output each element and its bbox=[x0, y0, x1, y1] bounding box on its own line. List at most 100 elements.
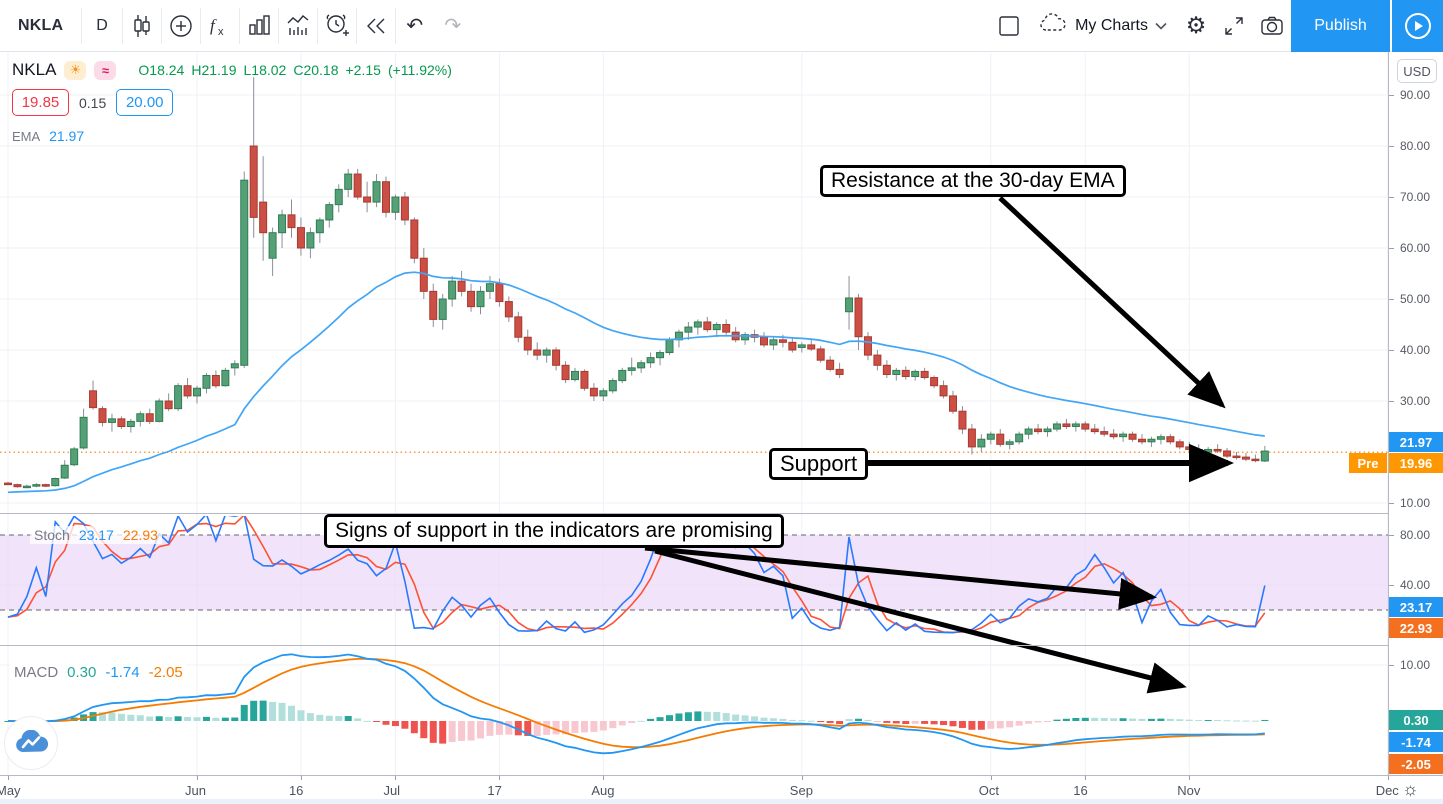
buy-ask-button[interactable]: 20.00 bbox=[116, 89, 174, 116]
toolbar-divider bbox=[199, 7, 201, 44]
redo-icon[interactable]: ↷ bbox=[444, 15, 462, 37]
snapshot-camera-icon[interactable] bbox=[1253, 7, 1291, 45]
price-tick-label: 10.00 bbox=[1389, 658, 1443, 672]
cloud-icon bbox=[1038, 12, 1068, 39]
my-charts-button[interactable]: My Charts bbox=[1028, 12, 1177, 39]
toolbar-divider bbox=[316, 7, 318, 44]
spread-value: 0.15 bbox=[79, 94, 107, 111]
macd-line-badge: -1.74 bbox=[1389, 732, 1443, 752]
time-tick-label: Jul bbox=[383, 783, 401, 798]
pane-separator[interactable] bbox=[0, 513, 1443, 514]
interval-button[interactable]: D bbox=[96, 16, 108, 34]
macd-hist-badge: 0.30 bbox=[1389, 710, 1443, 730]
time-tick-label: 16 bbox=[288, 783, 304, 798]
macd-hist-value: 0.30 bbox=[67, 664, 97, 681]
my-charts-label: My Charts bbox=[1075, 16, 1148, 34]
pane-separator[interactable] bbox=[0, 645, 1443, 646]
price-tick-label: 60.00 bbox=[1389, 241, 1443, 255]
high-value: H21.19 bbox=[191, 62, 237, 78]
chart-style-candles-icon[interactable] bbox=[123, 7, 161, 45]
replay-icon[interactable] bbox=[357, 7, 395, 45]
stoch-k-badge: 23.17 bbox=[1389, 597, 1443, 617]
price-tick-label: 40.00 bbox=[1389, 578, 1443, 592]
stoch-legend[interactable]: Stoch 23.17 22.93 bbox=[30, 526, 162, 544]
time-tick-mark bbox=[499, 776, 501, 780]
indicators-annotation[interactable]: Signs of support in the indicators are p… bbox=[324, 514, 784, 548]
premarket-sun-icon: ☀ bbox=[64, 60, 87, 80]
support-annotation[interactable]: Support bbox=[769, 448, 869, 480]
currency-button[interactable]: USD bbox=[1397, 59, 1437, 83]
time-tick-label: Oct bbox=[978, 783, 1000, 798]
time-tick-mark bbox=[603, 776, 605, 780]
price-tick-label: 90.00 bbox=[1389, 88, 1443, 102]
price-pane[interactable] bbox=[0, 77, 1388, 494]
toolbar-divider bbox=[121, 7, 123, 44]
time-tick-mark bbox=[8, 776, 9, 780]
ema-legend[interactable]: EMA 21.97 bbox=[12, 128, 452, 144]
low-value: L18.02 bbox=[243, 62, 287, 78]
annotation-arrows[interactable] bbox=[644, 196, 1234, 694]
macd-label: MACD bbox=[14, 664, 59, 681]
time-tick-label: 16 bbox=[1073, 783, 1088, 798]
resistance-annotation[interactable]: Resistance at the 30-day EMA bbox=[820, 165, 1126, 197]
stoch-d-value: 22.93 bbox=[122, 527, 158, 543]
macd-legend[interactable]: MACD 0.30 -1.74 -2.05 bbox=[10, 663, 187, 682]
time-tick-mark bbox=[1387, 776, 1389, 780]
toolbar-divider bbox=[394, 7, 396, 44]
time-tick-mark bbox=[1189, 776, 1191, 780]
bottom-strip bbox=[0, 799, 1443, 804]
chevron-down-icon bbox=[1155, 17, 1167, 35]
legend-symbol[interactable]: NKLA bbox=[12, 60, 57, 79]
price-tick-label: 80.00 bbox=[1389, 528, 1443, 542]
macd-signal-value: -2.05 bbox=[148, 664, 183, 681]
fullscreen-icon[interactable] bbox=[1215, 7, 1253, 45]
price-tick-label: 30.00 bbox=[1389, 394, 1443, 408]
symbol-button[interactable]: NKLA bbox=[18, 16, 64, 34]
publish-button[interactable]: Publish bbox=[1291, 0, 1390, 52]
stoch-label: Stoch bbox=[34, 527, 70, 543]
time-tick-label: Dec bbox=[1375, 783, 1399, 798]
svg-text:f: f bbox=[210, 16, 217, 35]
financials-icon[interactable] bbox=[240, 7, 278, 45]
time-tick-label: Jun bbox=[185, 783, 206, 798]
publish-menu-button[interactable] bbox=[1392, 0, 1443, 52]
price-tick-label: 40.00 bbox=[1389, 343, 1443, 357]
time-tick-label: Nov bbox=[1177, 783, 1201, 798]
premarket-label: Pre bbox=[1349, 453, 1387, 473]
change-pct-value: (+11.92%) bbox=[387, 62, 452, 78]
compare-icon[interactable] bbox=[162, 7, 200, 45]
alert-icon[interactable] bbox=[318, 7, 356, 45]
time-tick-label: Sep bbox=[789, 783, 813, 798]
settings-gear-icon[interactable]: ⚙ bbox=[1185, 12, 1207, 38]
premarket-price-badge: 19.96 bbox=[1389, 453, 1443, 473]
gridlines bbox=[0, 53, 1389, 775]
ema-label: EMA bbox=[12, 129, 40, 144]
layout-icon[interactable] bbox=[990, 7, 1028, 45]
price-tick-label: 70.00 bbox=[1389, 190, 1443, 204]
price-axis[interactable]: USD 90.00 80.00 70.00 60.00 50.00 40.00 30.00 1… bbox=[1388, 52, 1443, 775]
time-tick-label: Aug bbox=[591, 783, 615, 798]
price-tick-label: 80.00 bbox=[1389, 139, 1443, 153]
open-value: O18.24 bbox=[138, 62, 185, 78]
stoch-d-badge: 22.93 bbox=[1389, 618, 1443, 638]
sell-bid-button[interactable]: 19.85 bbox=[12, 89, 69, 116]
time-tick-label: May bbox=[0, 783, 21, 798]
toolbar-divider bbox=[238, 7, 240, 44]
time-tick-mark bbox=[197, 776, 198, 780]
toolbar-divider bbox=[355, 7, 357, 44]
time-tick-mark bbox=[300, 776, 302, 780]
change-value: +2.15 bbox=[345, 62, 381, 78]
tradingview-logo[interactable] bbox=[4, 716, 58, 770]
undo-icon[interactable]: ↶ bbox=[406, 15, 424, 37]
time-tick-mark bbox=[801, 776, 803, 780]
ohlc-values: O18.24 H21.19 L18.02 C20.18 +2.15 (+11.9… bbox=[138, 62, 451, 78]
indicator-templates-icon[interactable] bbox=[279, 7, 317, 45]
toolbar-divider bbox=[160, 7, 162, 44]
delayed-data-icon: ≈ bbox=[94, 60, 117, 80]
macd-pane[interactable] bbox=[4, 653, 1269, 755]
theme-toggle-sun-icon[interactable]: ☼ bbox=[1402, 779, 1419, 799]
close-value: C20.18 bbox=[293, 62, 339, 78]
